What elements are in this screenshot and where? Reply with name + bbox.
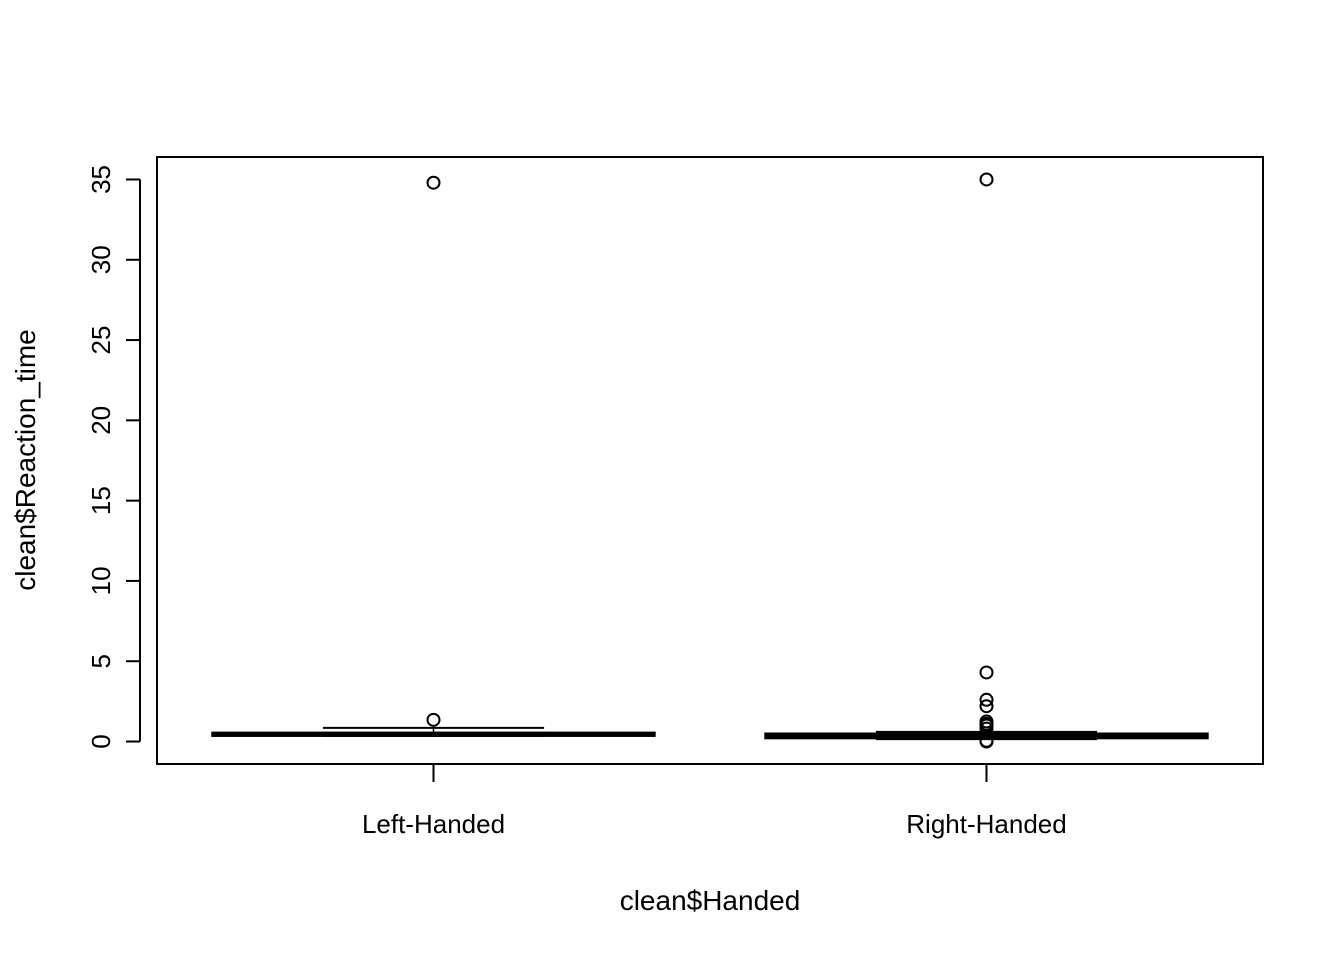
x-axis: Left-Handed Right-Handed (362, 764, 1067, 839)
y-tick-label: 15 (86, 486, 116, 515)
x-axis-title: clean$Handed (620, 885, 801, 916)
x-tick-label: Left-Handed (362, 809, 505, 839)
y-tick-label: 20 (86, 406, 116, 435)
outlier-point (979, 699, 994, 714)
plot-frame (156, 156, 1264, 765)
y-tick-label: 0 (86, 734, 116, 748)
y-tick-label: 35 (86, 165, 116, 194)
box-right-handed (764, 172, 1209, 749)
y-axis-title: clean$Reaction_time (10, 329, 41, 591)
outlier-point (979, 714, 994, 729)
y-tick-label: 25 (86, 326, 116, 355)
x-tick-label: Right-Handed (906, 809, 1066, 839)
outlier-point (979, 665, 994, 680)
y-tick-label: 5 (86, 654, 116, 668)
outlier-point (426, 175, 441, 190)
boxes (211, 172, 1209, 749)
outlier-point (979, 172, 994, 187)
outlier-point (426, 712, 441, 727)
box-left-handed (211, 175, 656, 737)
y-tick-label: 30 (86, 245, 116, 274)
y-axis: 0 5 10 15 20 25 30 35 (86, 165, 141, 749)
outlier-point (979, 692, 994, 707)
y-tick-label: 10 (86, 566, 116, 595)
